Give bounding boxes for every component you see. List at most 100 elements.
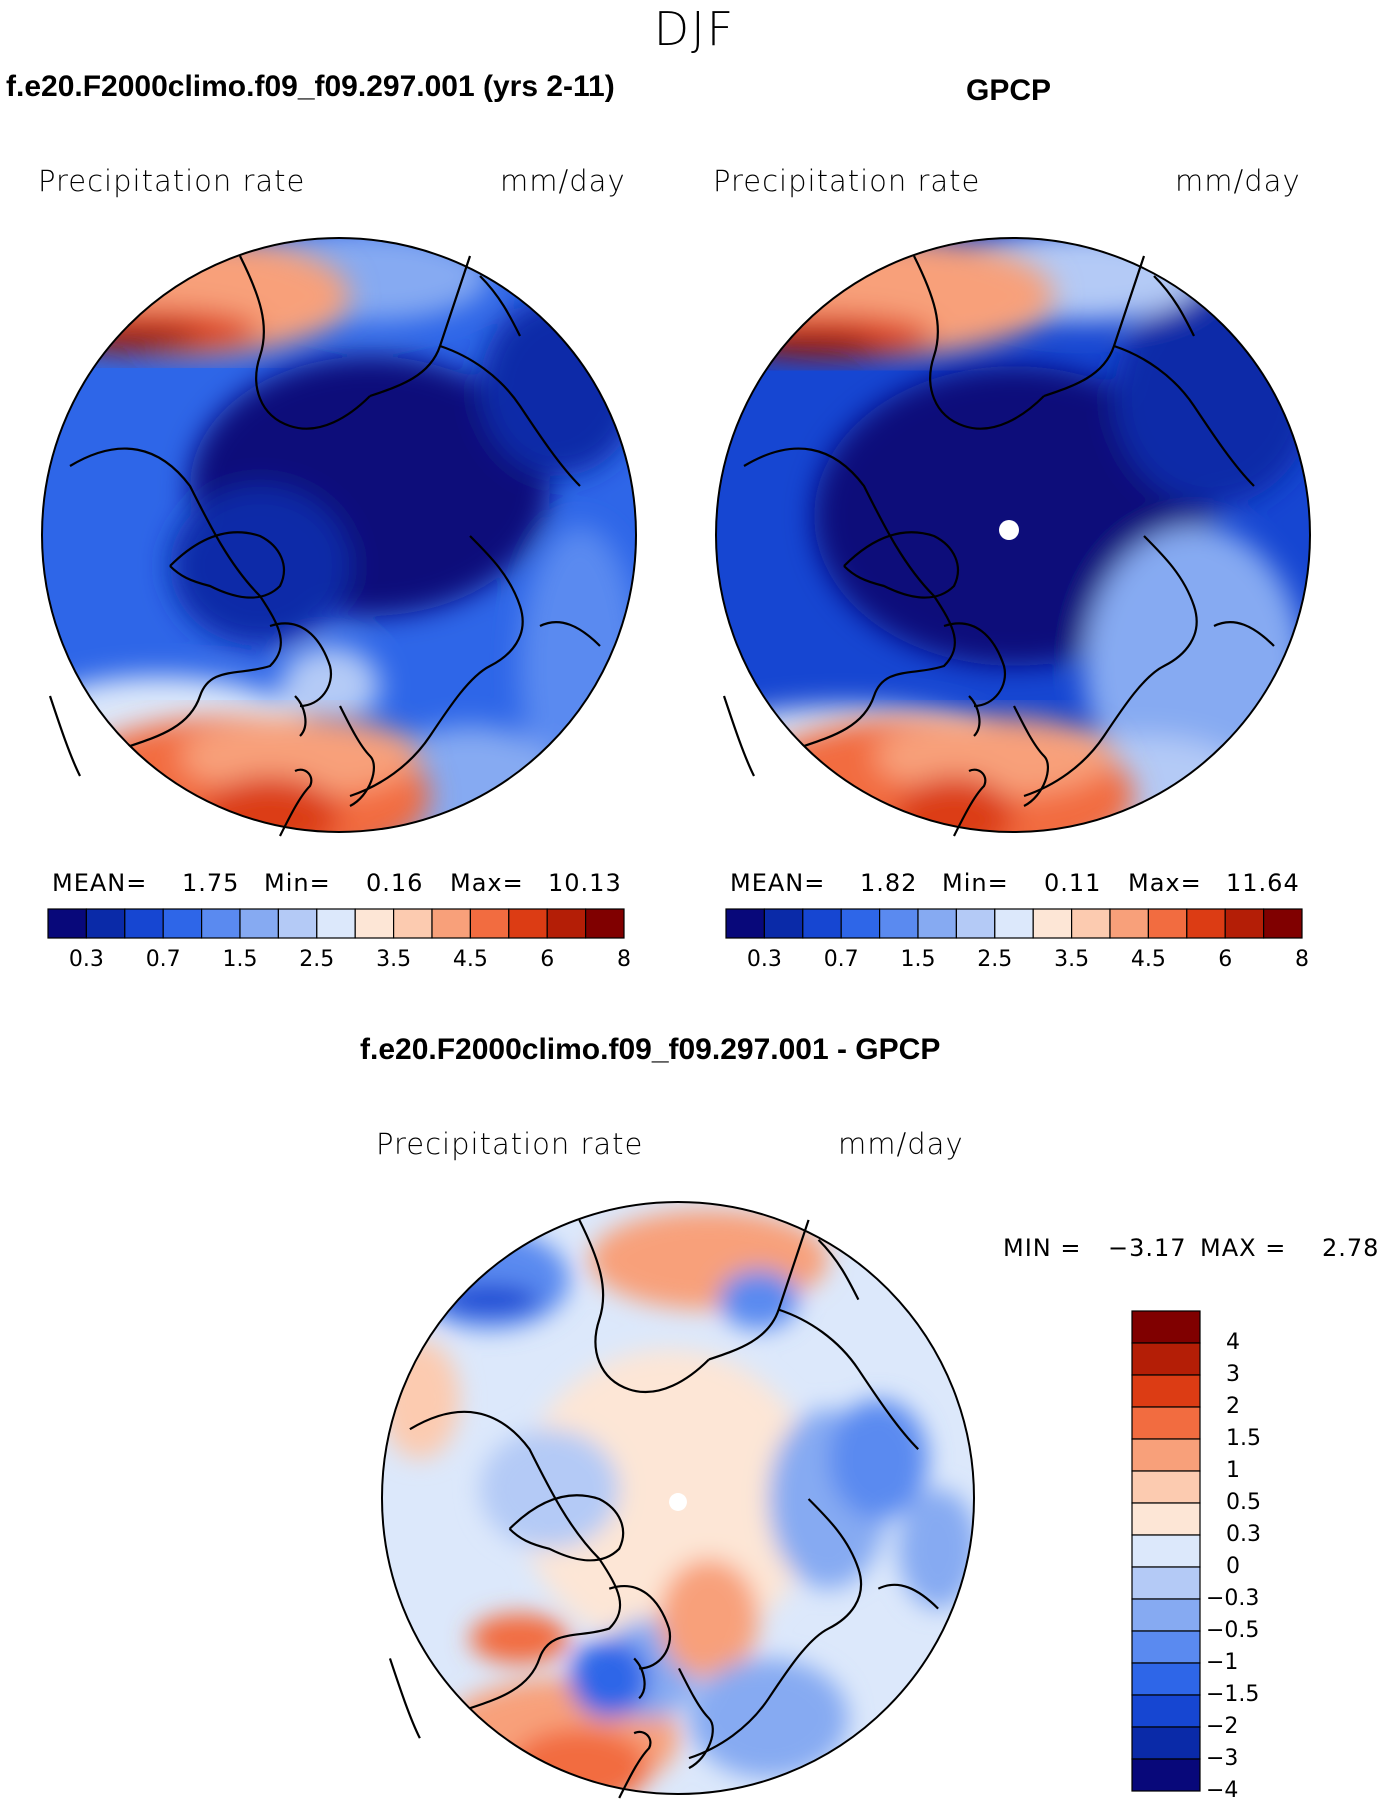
diff-colorbar-swatch (1131, 1694, 1201, 1728)
panel2-colorbar-swatch (1224, 908, 1265, 939)
diff-max-label: MAX = (1200, 1234, 1287, 1262)
panel2-title: GPCP (966, 74, 1052, 107)
panel2-coastlines (722, 255, 1275, 837)
panel1-colorbar-tick-label: 3.5 (376, 947, 412, 972)
panel1-colorbar-swatch (393, 908, 433, 939)
panel2-mean-value: 1.82 (860, 869, 918, 897)
panel1-colorbar-swatch (277, 908, 318, 939)
panel2-colorbar-tick-label: 0.3 (746, 947, 782, 972)
panel1-variable: Precipitation rate (38, 164, 306, 198)
panel1-min-value: 0.16 (366, 869, 424, 897)
diff-colorbar-swatch (1131, 1342, 1201, 1376)
panel2-colorbar-swatch (1262, 908, 1303, 939)
panel2-mean-label: MEAN= (730, 869, 826, 897)
panel2-colorbar-swatch (879, 908, 919, 939)
panel2-colorbar-swatch (840, 908, 881, 939)
panel1-colorbar-tick-label: 1.5 (222, 947, 258, 972)
panel2-colorbar-swatch (725, 908, 766, 939)
panel2-min-value: 0.11 (1044, 869, 1102, 897)
panel1-units: mm/day (500, 164, 626, 198)
panel1-colorbar-swatch (239, 908, 280, 939)
diff-colorbar-swatch (1131, 1438, 1201, 1472)
panel1-colorbar-swatch (546, 908, 587, 939)
diff-colorbar-tick-label: 1 (1226, 1458, 1240, 1483)
panel2-colorbar-swatch (1032, 908, 1073, 939)
diff-pole-hole (669, 1493, 687, 1511)
diff-colorbar-tick-label: −0.3 (1206, 1586, 1260, 1611)
diff-min-label: MIN = (1003, 1234, 1082, 1262)
panel2-units: mm/day (1175, 164, 1301, 198)
panel1-colorbar-swatch (584, 908, 625, 939)
panel1-min-label: Min= (264, 869, 331, 897)
diff-colorbar-swatch (1131, 1726, 1201, 1760)
panel2-colorbar-swatch (994, 908, 1034, 939)
diff-coastlines (388, 1219, 939, 1799)
panel2-colorbar-swatch (955, 908, 996, 939)
panel1-colorbar-tick-label: 0.7 (145, 947, 181, 972)
diff-colorbar-tick-label: −1 (1206, 1650, 1239, 1675)
diff-colorbar-swatch (1131, 1310, 1201, 1344)
panel1-colorbar-swatch (354, 908, 395, 939)
panel2-map-boundary (715, 237, 1311, 833)
diff-colorbar-tick-label: 3 (1226, 1362, 1240, 1387)
diff-min-value: −3.17 (1108, 1234, 1187, 1262)
diff-colorbar-swatch (1131, 1662, 1201, 1696)
diff-colorbar-tick-label: −0.5 (1206, 1618, 1260, 1643)
diff-max-value: 2.78 (1322, 1234, 1380, 1262)
panel1-colorbar-ticks: 0.3 0.7 1.5 2.5 3.5 4.5 6 8 (48, 947, 631, 977)
diff-colorbar-tick-label: 0.3 (1226, 1522, 1261, 1547)
panel1-colorbar-tick-label: 6 (540, 947, 555, 972)
diff-colorbar-swatch (1131, 1406, 1201, 1440)
panel2-colorbar-tick-label: 4.5 (1130, 947, 1166, 972)
diff-colorbar-swatch (1131, 1566, 1201, 1600)
panel2-colorbar-swatch (917, 908, 958, 939)
season-title: DJF (653, 2, 736, 56)
panel2-colorbar-swatch (1147, 908, 1188, 939)
panel1-colorbar-swatch (124, 908, 164, 939)
panel1-colorbar-swatch (85, 908, 126, 939)
panel1-colorbar-swatch (47, 908, 88, 939)
panel1-title: f.e20.F2000climo.f09_f09.297.001 (yrs 2-… (6, 70, 615, 103)
panel2-atlantic-high-precip (734, 716, 1134, 832)
diff-map-boundary (380, 1200, 976, 1796)
panel1-mean-value: 1.75 (182, 869, 240, 897)
diff-colorbar-swatch (1131, 1502, 1201, 1536)
panel1-max-value: 10.13 (548, 869, 622, 897)
panel2-pole-hole (999, 520, 1019, 540)
diff-colorbar-tick-label: −3 (1206, 1746, 1239, 1771)
panel1-colorbar-tick-label: 4.5 (452, 947, 488, 972)
panel2-min-label: Min= (942, 869, 1009, 897)
panel2-colorbar-swatch (763, 908, 804, 939)
diff-colorbar-tick-label: −2 (1206, 1714, 1239, 1739)
diff-variable: Precipitation rate (376, 1127, 644, 1161)
diff-colorbar-swatch (1131, 1598, 1201, 1632)
diff-colorbar-swatch (1131, 1374, 1201, 1408)
panel1-colorbar-tick-label: 8 (617, 947, 631, 972)
diff-colorbar-ticks: 4 3 2 1.5 1 0.5 0.3 0 −0.3 −0.5 −1 −1.5 −2 −3 −4 (1206, 1311, 1286, 1803)
panel1-colorbar-swatch (508, 908, 548, 939)
panel2-colorbar-swatch (1071, 908, 1111, 939)
panel1-polar-map (41, 237, 637, 837)
panel2-colorbar-swatch (1109, 908, 1150, 939)
diff-units: mm/day (838, 1127, 964, 1161)
diff-colorbar-tick-label: 0.5 (1226, 1490, 1261, 1515)
panel2-variable: Precipitation rate (713, 164, 981, 198)
panel1-map-boundary (41, 237, 637, 833)
diff-colorbar-tick-label: 4 (1226, 1330, 1240, 1355)
panel2-polar-map (715, 237, 1311, 837)
diff-colorbar (1131, 1310, 1201, 1792)
panel2-colorbar-tick-label: 0.7 (823, 947, 859, 972)
panel1-colorbar-swatch (201, 908, 241, 939)
diff-title: f.e20.F2000climo.f09_f09.297.001 - GPCP (360, 1033, 941, 1066)
panel1-atlantic-high-precip (50, 716, 430, 832)
diff-polar-map (380, 1200, 976, 1799)
panel1-colorbar (47, 908, 625, 939)
panel1-mean-label: MEAN= (52, 869, 148, 897)
panel1-colorbar-swatch (316, 908, 356, 939)
diff-colorbar-tick-label: 1.5 (1226, 1426, 1261, 1451)
panel1-pacific-high-precip (42, 238, 350, 356)
panel2-colorbar-tick-label: 3.5 (1054, 947, 1090, 972)
panel2-colorbar-tick-label: 6 (1218, 947, 1233, 972)
diff-colorbar-tick-label: −4 (1206, 1778, 1239, 1803)
panel1-colorbar-swatch (469, 908, 510, 939)
